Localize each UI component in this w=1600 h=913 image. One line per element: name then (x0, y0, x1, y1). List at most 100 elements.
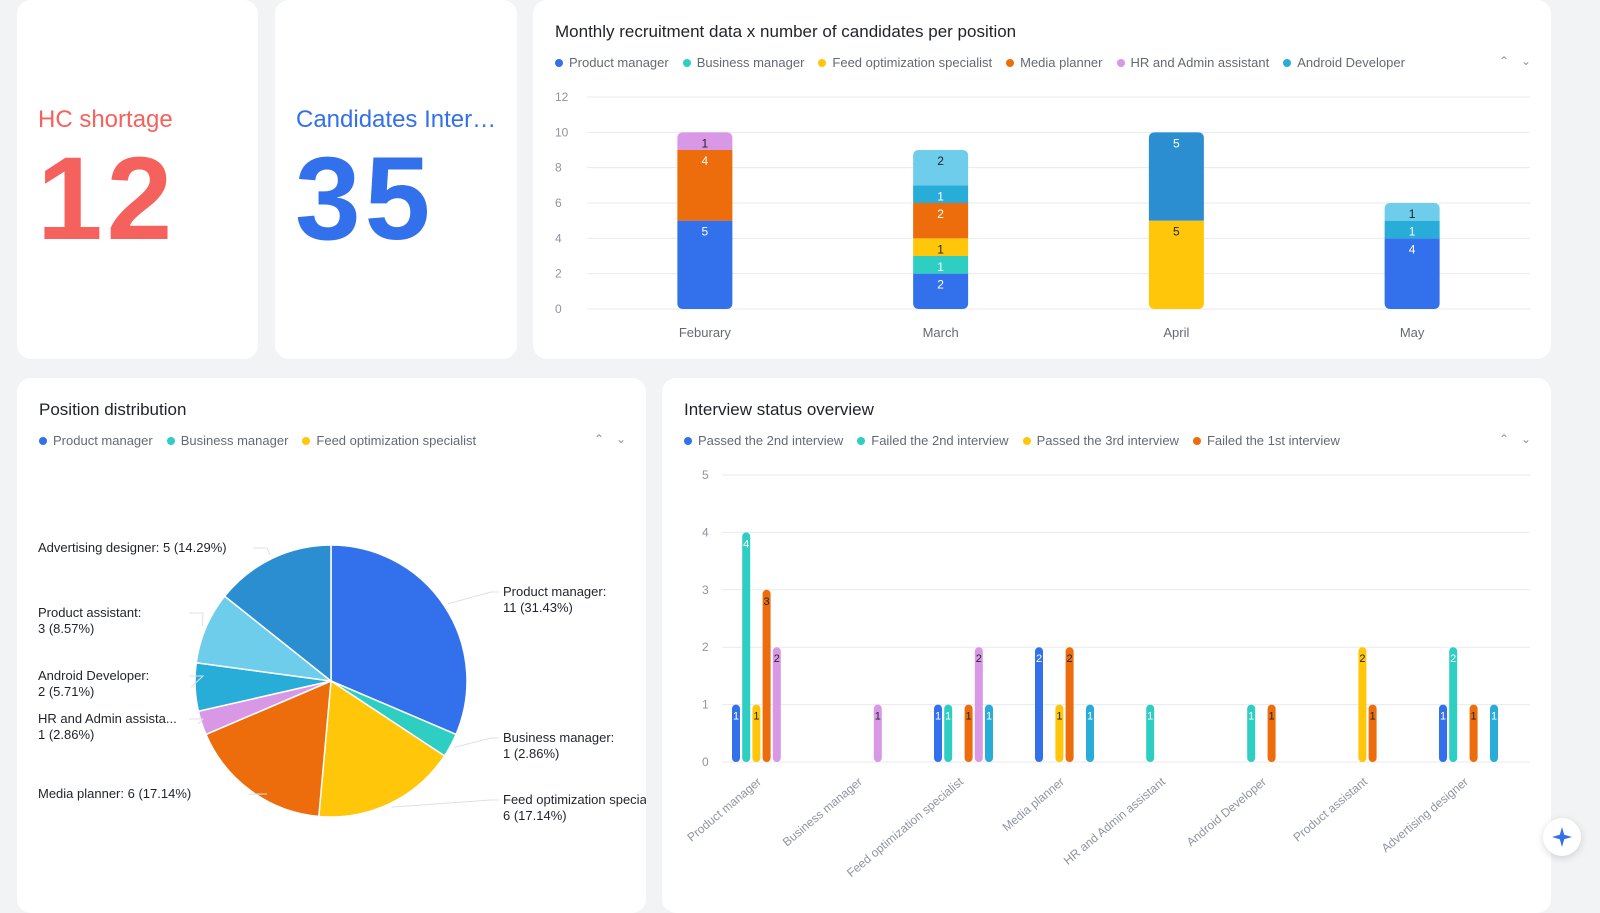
legend-label: Android Developer (1297, 55, 1405, 70)
legend-item[interactable]: Passed the 3rd interview (1022, 433, 1179, 448)
legend-item[interactable]: Failed the 2nd interview (857, 433, 1009, 448)
legend-dot (1192, 436, 1201, 445)
bar[interactable] (1469, 704, 1478, 762)
bar-segment[interactable] (677, 132, 733, 150)
bar[interactable] (934, 704, 942, 762)
legend-item[interactable]: HR and Admin assistant (1116, 55, 1269, 70)
legend-item[interactable]: Product manager (39, 433, 153, 448)
bar-data-label: 1 (1087, 711, 1093, 723)
x-tick-label: Feed optimization specialist (844, 774, 966, 880)
chevron-down-icon[interactable]: ⌄ (1520, 432, 1532, 446)
bar[interactable] (964, 704, 973, 762)
bar[interactable] (1449, 647, 1458, 762)
bar[interactable] (1086, 704, 1094, 762)
y-tick-label: 1 (702, 698, 709, 712)
bar[interactable] (944, 704, 953, 762)
chevron-down-icon[interactable]: ⌄ (1520, 54, 1532, 68)
bar[interactable] (1358, 647, 1367, 762)
y-tick-label: 5 (702, 468, 709, 482)
bar-data-label: 1 (753, 711, 759, 723)
legend-item[interactable]: Android Developer (1283, 55, 1405, 70)
bar-segment[interactable] (913, 203, 969, 239)
bar-segment[interactable] (913, 150, 969, 186)
pie-slice[interactable] (204, 679, 332, 818)
bar-data-label: 2 (937, 278, 944, 292)
bar[interactable] (1055, 704, 1064, 762)
bar[interactable] (742, 532, 751, 762)
bar[interactable] (762, 589, 771, 762)
bar-data-label: 1 (1370, 711, 1376, 723)
bar-segment[interactable] (913, 256, 969, 274)
chevron-up-icon[interactable]: ⌃ (593, 432, 605, 446)
legend-item[interactable]: Media planner (1006, 55, 1103, 70)
x-tick-label: March (923, 325, 959, 340)
bar[interactable] (985, 704, 993, 762)
pie-label: Media planner: 6 (17.14%) (38, 786, 191, 801)
kpi-card-candidates-interviewed[interactable]: Candidates Interviewed 35 (275, 0, 517, 359)
bar-segment[interactable] (913, 185, 969, 203)
bar-data-label: 1 (937, 189, 944, 203)
bar[interactable] (1490, 704, 1498, 762)
pie-label-value: 3 (8.57%) (38, 621, 94, 636)
bar[interactable] (1247, 704, 1256, 762)
bar[interactable] (732, 704, 740, 762)
x-tick-label: Feburary (679, 325, 732, 340)
legend-item[interactable]: Failed the 1st interview (1192, 433, 1340, 448)
bar-data-label: 1 (935, 711, 941, 723)
chart-legend: Passed the 2nd interview Failed the 2nd i… (684, 433, 1340, 448)
bar-data-label: 2 (1359, 653, 1365, 665)
pie-slice[interactable] (223, 544, 332, 683)
bar[interactable] (1146, 704, 1155, 762)
bar-segment[interactable] (1148, 132, 1204, 221)
bar[interactable] (772, 647, 781, 762)
leader-line (189, 612, 204, 627)
bar-segment[interactable] (1148, 220, 1204, 309)
bar-data-label: 4 (743, 538, 749, 550)
chevron-down-icon[interactable]: ⌄ (615, 432, 627, 446)
bar-data-label: 2 (1036, 653, 1042, 665)
legend-item[interactable]: Product manager (555, 55, 669, 70)
bar[interactable] (873, 704, 882, 762)
interview-status-card: Interview status overview Passed the 2nd… (662, 378, 1551, 913)
bar-segment[interactable] (1384, 203, 1440, 221)
pie-label: Android Developer: (38, 668, 149, 683)
bar-data-label: 2 (774, 653, 780, 665)
y-tick-label: 10 (555, 125, 569, 139)
chevron-up-icon[interactable]: ⌃ (1498, 432, 1510, 446)
pie-slice[interactable] (317, 679, 446, 818)
pie-label: Product assistant: (38, 605, 141, 620)
bar-segment[interactable] (1384, 220, 1440, 239)
bar[interactable] (1439, 704, 1447, 762)
legend-item[interactable]: Feed optimization specialist (818, 55, 992, 70)
bar-data-label: 2 (1450, 653, 1456, 665)
legend-item[interactable]: Feed optimization specialist (302, 433, 476, 448)
bar-segment[interactable] (1384, 238, 1440, 309)
bar[interactable] (1267, 704, 1276, 762)
bar-segment[interactable] (913, 238, 969, 256)
bar-segment[interactable] (913, 273, 969, 309)
bar-data-label: 2 (937, 154, 944, 168)
bar[interactable] (1368, 704, 1377, 762)
bar-segment[interactable] (677, 220, 733, 309)
chart-title: Monthly recruitment data x number of can… (555, 22, 1017, 41)
pie-label: Product manager: (503, 584, 606, 599)
legend-label: Product manager (53, 433, 153, 448)
kpi-card-hc-shortage[interactable]: HC shortage 12 (17, 0, 258, 359)
bar-data-label: 1 (1409, 207, 1416, 221)
bar[interactable] (752, 704, 761, 762)
bar-data-label: 1 (1269, 711, 1275, 723)
legend-item[interactable]: Business manager (682, 55, 804, 70)
grouped-bar-chart: 0 1 2 3 4 5 Product manager 1 4 1 3 2 Business manag… (684, 468, 1530, 880)
legend-item[interactable]: Passed the 2nd interview (684, 433, 843, 448)
bar[interactable] (974, 647, 983, 762)
kpi-label: Candidates Interviewed (296, 106, 501, 133)
bar[interactable] (1035, 647, 1043, 762)
legend-item[interactable]: Business manager (166, 433, 288, 448)
bar-segment[interactable] (677, 150, 733, 221)
chart-title: Position distribution (39, 400, 187, 419)
bar[interactable] (1065, 647, 1074, 762)
ai-assistant-button[interactable] (1543, 818, 1581, 856)
pie-slice[interactable] (330, 544, 468, 736)
legend-dot (166, 436, 175, 445)
chevron-up-icon[interactable]: ⌃ (1498, 54, 1510, 68)
